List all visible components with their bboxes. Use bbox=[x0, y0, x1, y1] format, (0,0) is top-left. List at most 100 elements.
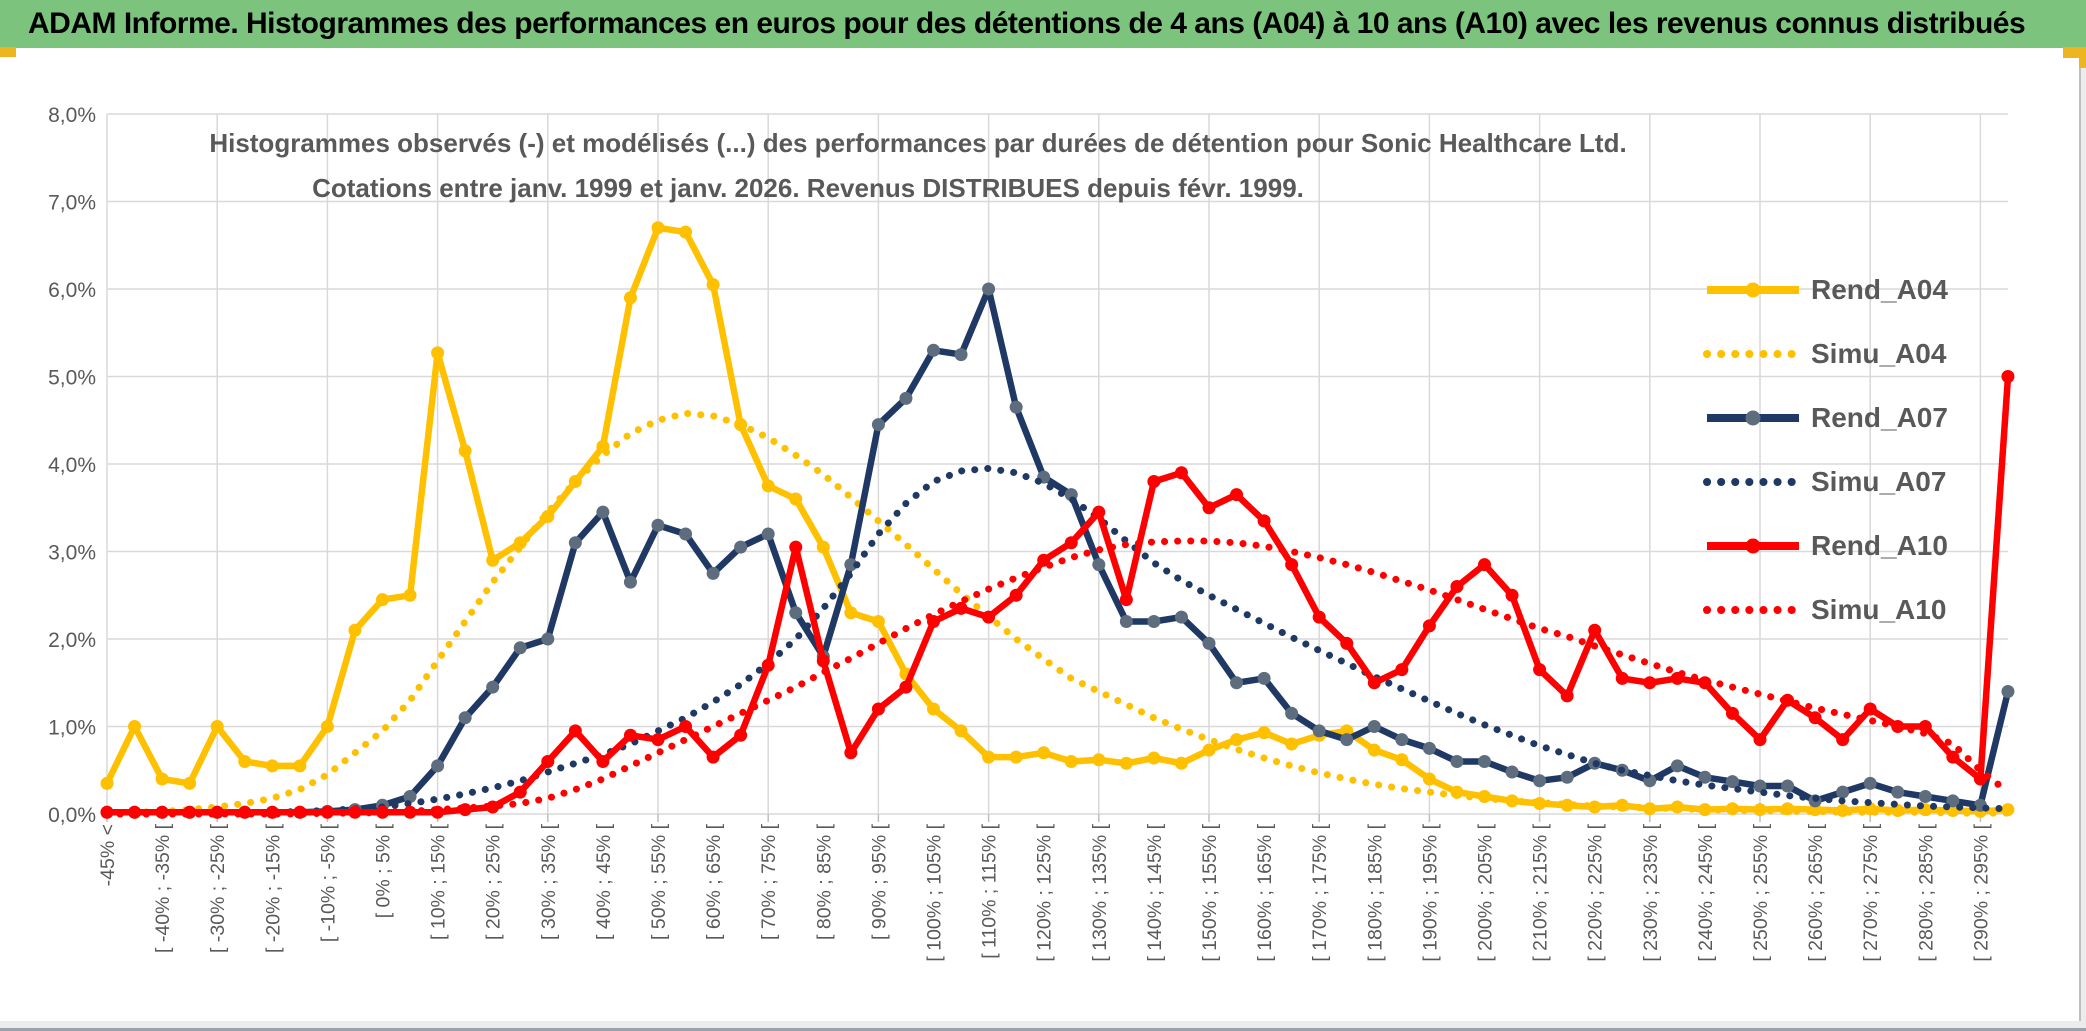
marker-Rend_A07 bbox=[1285, 706, 1299, 720]
marker-Rend_A07 bbox=[1340, 733, 1354, 747]
marker-Rend_A07 bbox=[1836, 785, 1850, 799]
legend-sample-Rend_A10 bbox=[1707, 538, 1799, 554]
marker-Rend_A10 bbox=[1836, 733, 1850, 747]
marker-Rend_A04 bbox=[1230, 733, 1244, 747]
marker-Rend_A10 bbox=[1395, 663, 1409, 677]
legend-item-Rend_A10[interactable]: Rend_A10 bbox=[1703, 514, 2033, 578]
marker-Rend_A10 bbox=[1973, 772, 1987, 786]
series-Simu_A04 bbox=[103, 409, 2012, 817]
marker-Rend_A10 bbox=[1505, 588, 1519, 602]
marker-Rend_A04 bbox=[927, 702, 940, 716]
marker-Rend_A04 bbox=[1174, 756, 1188, 770]
marker-Rend_A04 bbox=[403, 588, 417, 602]
marker-Rend_A07 bbox=[1092, 558, 1106, 572]
legend-item-Simu_A10[interactable]: Simu_A10 bbox=[1703, 578, 2033, 642]
x-tick-label: [ 160% ; 165% [ bbox=[1254, 823, 1276, 961]
marker-Rend_A04 bbox=[1257, 726, 1271, 740]
marker-Rend_A10 bbox=[761, 658, 775, 672]
x-tick-label: [ -40% ; -35% [ bbox=[152, 823, 174, 953]
y-tick-label: 8,0% bbox=[48, 104, 96, 127]
marker-Rend_A10 bbox=[816, 654, 830, 668]
marker-Rend_A07 bbox=[651, 518, 665, 532]
marker-Rend_A04 bbox=[623, 291, 637, 305]
marker-Rend_A10 bbox=[1753, 733, 1767, 747]
legend-label: Simu_A07 bbox=[1811, 466, 1947, 497]
marker-Rend_A10 bbox=[1285, 558, 1299, 572]
x-tick-label: [ 220% ; 225% [ bbox=[1585, 823, 1607, 961]
marker-Rend_A10 bbox=[1450, 580, 1464, 593]
x-tick-label: [ 270% ; 275% [ bbox=[1860, 823, 1882, 961]
legend-sample-Rend_A07 bbox=[1707, 410, 1799, 426]
legend-sample-Simu_A04 bbox=[1703, 350, 1803, 358]
legend-item-Rend_A07[interactable]: Rend_A07 bbox=[1703, 386, 2033, 450]
marker-Rend_A10 bbox=[651, 733, 665, 747]
marker-Rend_A04 bbox=[100, 776, 114, 790]
x-tick-label: [ 0% ; 5% [ bbox=[373, 823, 395, 918]
marker-Rend_A10 bbox=[1588, 623, 1602, 637]
marker-Rend_A10 bbox=[1615, 671, 1629, 685]
marker-Rend_A10 bbox=[734, 728, 748, 742]
marker-Rend_A10 bbox=[1478, 558, 1491, 572]
marker-Rend_A07 bbox=[1450, 755, 1464, 768]
marker-Rend_A07 bbox=[1174, 610, 1188, 624]
marker-Rend_A07 bbox=[679, 527, 693, 541]
x-tick-label: [ 190% ; 195% [ bbox=[1419, 823, 1441, 961]
legend-item-Rend_A04[interactable]: Rend_A04 bbox=[1703, 258, 2033, 322]
marker-Rend_A04 bbox=[871, 615, 885, 628]
marker-Rend_A04 bbox=[651, 221, 665, 235]
marker-Rend_A04 bbox=[1119, 756, 1133, 770]
x-tick-label: [ 120% ; 125% [ bbox=[1034, 823, 1056, 961]
y-tick-label: 3,0% bbox=[48, 542, 96, 565]
marker-Rend_A07 bbox=[1946, 794, 1960, 808]
marker-Rend_A07 bbox=[1670, 759, 1684, 773]
x-tick-label: [ 140% ; 145% [ bbox=[1144, 823, 1166, 961]
bottom-scroll-strip[interactable] bbox=[0, 1021, 2086, 1031]
x-tick-label: [ 40% ; 45% [ bbox=[593, 823, 615, 940]
marker-Rend_A07 bbox=[1119, 615, 1133, 628]
legend-marker-Rend_A07 bbox=[1745, 410, 1761, 426]
legend-item-Simu_A07[interactable]: Simu_A07 bbox=[1703, 450, 2033, 514]
marker-Rend_A10 bbox=[1918, 720, 1932, 733]
x-tick-label: [ 20% ; 25% [ bbox=[483, 823, 505, 940]
marker-Rend_A10 bbox=[1009, 588, 1023, 602]
marker-Rend_A10 bbox=[1312, 610, 1326, 624]
marker-Rend_A04 bbox=[706, 278, 720, 292]
marker-Rend_A10 bbox=[513, 785, 527, 799]
marker-Rend_A10 bbox=[623, 728, 637, 742]
marker-Rend_A04 bbox=[155, 772, 169, 786]
x-tick-label: [ 240% ; 245% [ bbox=[1695, 823, 1717, 961]
marker-Rend_A10 bbox=[1946, 750, 1960, 764]
marker-Rend_A04 bbox=[1285, 737, 1299, 751]
marker-Rend_A07 bbox=[1230, 676, 1244, 690]
marker-Rend_A10 bbox=[1643, 676, 1657, 690]
marker-Rend_A07 bbox=[982, 282, 996, 296]
x-tick-label: [ 50% ; 55% [ bbox=[648, 823, 670, 940]
y-axis-labels: 8,0% 7,0% 6,0% 5,0% 4,0% 3,0% 2,0% 1,0% 0,0% bbox=[48, 104, 96, 827]
marker-Rend_A10 bbox=[1422, 619, 1436, 633]
gold-accent-top-left bbox=[0, 47, 16, 57]
marker-Rend_A04 bbox=[982, 750, 996, 764]
legend-label: Simu_A04 bbox=[1811, 338, 1947, 369]
marker-Rend_A07 bbox=[541, 632, 555, 646]
marker-Rend_A04 bbox=[210, 720, 224, 733]
legend-label: Rend_A10 bbox=[1811, 530, 1948, 561]
x-tick-label: [ 10% ; 15% [ bbox=[428, 823, 450, 940]
y-tick-label: 6,0% bbox=[48, 279, 96, 302]
marker-Rend_A07 bbox=[1533, 774, 1547, 788]
legend-item-Simu_A04[interactable]: Simu_A04 bbox=[1703, 322, 2033, 386]
marker-Rend_A10 bbox=[541, 755, 555, 768]
marker-Rend_A04 bbox=[376, 593, 389, 607]
marker-Rend_A10 bbox=[1340, 636, 1354, 650]
marker-Rend_A07 bbox=[871, 418, 885, 432]
marker-Rend_A07 bbox=[734, 540, 748, 554]
marker-Rend_A07 bbox=[1422, 741, 1436, 755]
marker-Rend_A07 bbox=[1781, 779, 1795, 793]
marker-Rend_A07 bbox=[1725, 775, 1739, 789]
marker-Rend_A04 bbox=[761, 479, 775, 493]
legend-marker-Rend_A04 bbox=[1745, 282, 1761, 298]
x-tick-label: -45% < bbox=[97, 824, 119, 886]
marker-Rend_A10 bbox=[679, 720, 693, 733]
marker-Rend_A04 bbox=[1395, 753, 1409, 767]
marker-Rend_A10 bbox=[982, 610, 996, 624]
y-tick-label: 7,0% bbox=[48, 192, 96, 215]
